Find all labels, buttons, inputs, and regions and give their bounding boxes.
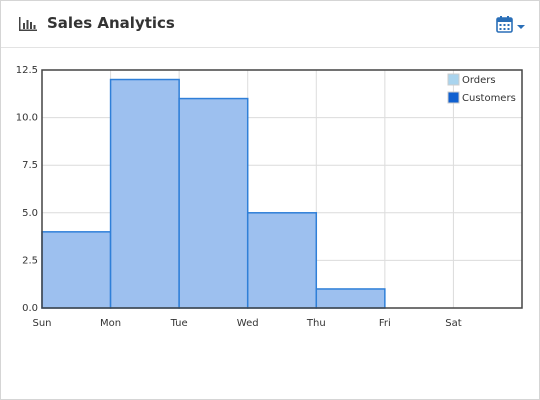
chart: 0.0 2.5 5.0 7.5 10.0 12.5 Sun Mon Tue Wed Thu Fri Sa… <box>16 65 523 329</box>
chart-icon <box>19 17 37 31</box>
bar <box>109 78 180 309</box>
x-tick-label: Sun <box>32 318 51 329</box>
widget-header: Sales Analytics <box>1 1 539 48</box>
y-tick-label: 12.5 <box>16 65 38 76</box>
calendar-menu[interactable] <box>496 16 528 34</box>
x-tick-label: Wed <box>237 318 259 329</box>
x-tick-label: Mon <box>100 318 121 329</box>
x-tick-label: Fri <box>379 318 391 329</box>
bar <box>178 97 249 309</box>
legend-swatch <box>447 73 460 86</box>
y-tick-label: 2.5 <box>22 255 38 266</box>
bar <box>315 288 386 309</box>
y-tick-label: 5.0 <box>22 208 38 219</box>
y-tick-label: 0.0 <box>22 303 38 314</box>
legend-swatch <box>447 91 460 104</box>
x-tick-label: Thu <box>306 318 326 329</box>
bar <box>41 231 112 309</box>
plot-frame <box>41 69 523 309</box>
y-tick-label: 7.5 <box>22 160 38 171</box>
legend-label: Orders <box>462 75 496 86</box>
widget-title: Sales Analytics <box>47 14 175 32</box>
bar <box>246 212 318 309</box>
x-tick-label: Sat <box>445 318 461 329</box>
x-tick-label: Tue <box>170 318 188 329</box>
y-tick-label: 10.0 <box>16 113 38 124</box>
legend-label: Customers <box>462 93 516 104</box>
